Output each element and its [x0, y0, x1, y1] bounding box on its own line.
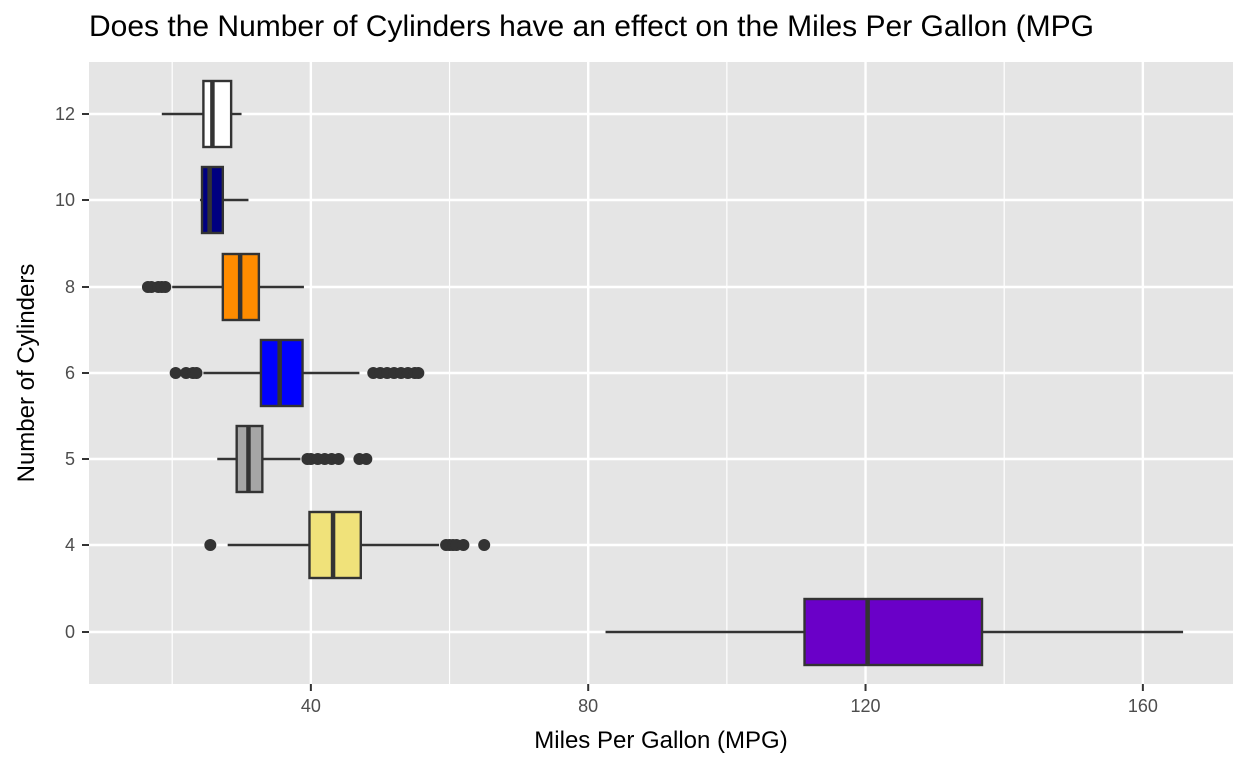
outlier-point	[169, 367, 182, 379]
y-tick-label: 10	[55, 190, 75, 210]
outlier-point	[412, 367, 425, 379]
outlier-point	[190, 367, 203, 379]
x-tick-label: 160	[1128, 696, 1158, 716]
y-tick-label: 0	[65, 622, 75, 642]
box-cyl-4	[204, 510, 491, 580]
x-tick-label: 40	[301, 696, 321, 716]
x-tick-label: 120	[851, 696, 881, 716]
y-tick-label: 4	[65, 535, 75, 555]
y-tick-label: 5	[65, 449, 75, 469]
outlier-point	[457, 539, 470, 551]
outlier-point	[204, 539, 217, 551]
box-cyl-10	[199, 165, 249, 235]
outlier-point	[159, 281, 172, 293]
outlier-point	[360, 453, 373, 465]
box-cyl-5	[217, 424, 373, 494]
box-cyl-6	[169, 338, 425, 408]
axes: 0 4 5 6 8 10 12 40 80 120 160	[55, 104, 1158, 716]
x-tick-label: 80	[578, 696, 598, 716]
outlier-point	[478, 539, 491, 551]
x-axis-title: Miles Per Gallon (MPG)	[534, 727, 787, 754]
interquartile-box	[200, 165, 225, 235]
chart-title: Does the Number of Cylinders have an eff…	[89, 10, 1094, 43]
y-tick-label: 6	[65, 363, 75, 383]
box-cyl-8	[141, 252, 304, 322]
y-tick-label: 12	[55, 104, 75, 124]
interquartile-box	[803, 597, 984, 667]
y-axis-title: Number of Cylinders	[13, 264, 40, 483]
y-tick-label: 8	[65, 277, 75, 297]
boxplot-series	[141, 79, 1184, 667]
outlier-point	[332, 453, 345, 465]
box-cyl-0	[605, 597, 1184, 667]
box-cyl-12	[161, 79, 242, 149]
interquartile-box	[202, 79, 233, 149]
